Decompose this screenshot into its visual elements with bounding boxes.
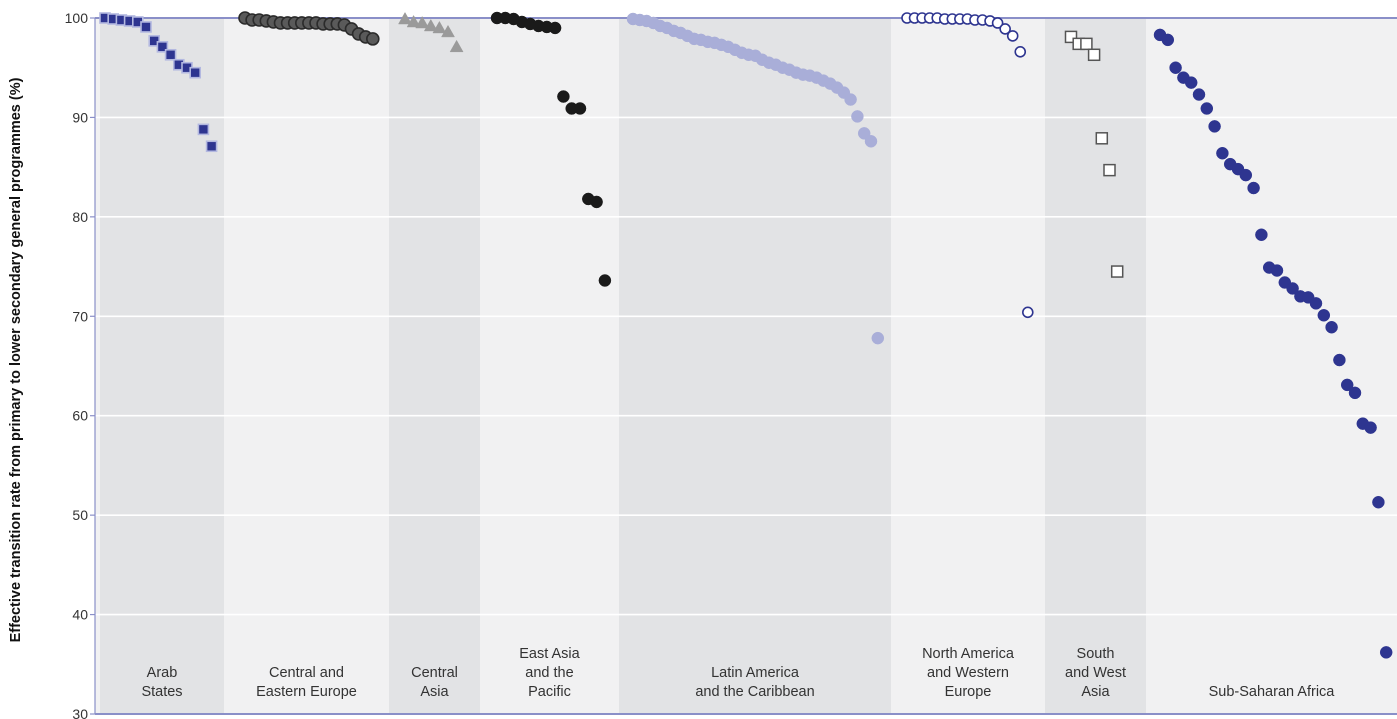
- point: [1006, 30, 1019, 42]
- point: [1200, 102, 1214, 115]
- y-tick-label: 100: [65, 10, 89, 26]
- point: [1110, 265, 1124, 278]
- region-label-central-asia: Central Asia: [411, 665, 458, 700]
- point: [1239, 168, 1253, 182]
- point: [1325, 320, 1338, 334]
- region-label-sub-saharan-africa: Sub-Saharan Africa: [1209, 684, 1336, 700]
- point: [148, 35, 160, 47]
- y-axis-label: Effective transition rate from primary t…: [8, 77, 24, 642]
- y-tick-label: 50: [72, 507, 88, 523]
- region-label-south-and-west-asia: South and West Asia: [1065, 646, 1126, 700]
- point: [557, 90, 570, 103]
- point: [1309, 297, 1323, 310]
- y-tick-label: 60: [72, 408, 88, 424]
- point: [1192, 88, 1206, 101]
- point: [1340, 378, 1354, 392]
- y-tick-label: 80: [72, 209, 88, 225]
- region-label-north-america-and-western-europe: North America and Western Europe: [922, 646, 1015, 700]
- point: [1286, 282, 1299, 295]
- region-label-latin-america-and-the-caribbean: Latin America and the Caribbean: [695, 665, 814, 700]
- point: [1208, 120, 1221, 133]
- region-label-arab-states: Arab States: [141, 665, 182, 700]
- point: [1372, 495, 1385, 509]
- y-tick-label: 90: [72, 109, 88, 125]
- point: [398, 11, 412, 25]
- point: [423, 18, 438, 32]
- point: [864, 135, 878, 148]
- y-tick-label: 30: [72, 706, 88, 719]
- point: [1247, 181, 1260, 195]
- y-tick-labels: 30 40 50 60 70 80 90 100: [65, 10, 89, 719]
- point: [1333, 353, 1346, 367]
- band-east-asia-and-the-pacific: [480, 18, 619, 714]
- point: [548, 21, 562, 35]
- point: [1169, 61, 1182, 74]
- region-label-central-and-eastern-europe: Central and Eastern Europe: [256, 665, 357, 700]
- point: [871, 331, 885, 345]
- band-sub-saharan-africa: [1146, 18, 1397, 714]
- band-central-asia: [389, 18, 480, 714]
- point: [156, 41, 169, 53]
- y-tick-label: 40: [72, 607, 88, 623]
- point: [1014, 46, 1027, 58]
- point: [189, 66, 201, 79]
- point: [1270, 264, 1284, 277]
- point: [1095, 132, 1109, 145]
- point: [406, 14, 421, 28]
- point: [1022, 306, 1034, 319]
- point: [991, 17, 1004, 29]
- region-label-east-asia-and-the-pacific: East Asia and the Pacific: [519, 646, 580, 700]
- region-bands: [95, 18, 1397, 714]
- point: [1103, 163, 1116, 177]
- point: [1255, 228, 1268, 242]
- data-points: [99, 11, 1393, 659]
- band-north-america-and-western-europe: [891, 18, 1045, 714]
- point: [1161, 33, 1175, 47]
- band-latin-america-and-the-caribbean: [619, 18, 891, 714]
- y-tick-label: 70: [72, 308, 88, 324]
- point: [999, 23, 1011, 35]
- point: [573, 102, 587, 115]
- point: [598, 274, 612, 287]
- point: [164, 48, 177, 61]
- point: [1184, 76, 1198, 89]
- point: [140, 21, 152, 33]
- point: [1379, 646, 1393, 659]
- point: [197, 123, 210, 136]
- point: [415, 15, 430, 29]
- point: [205, 140, 218, 153]
- point: [1064, 30, 1078, 44]
- point: [844, 93, 857, 106]
- band-south-and-west-asia: [1045, 18, 1146, 714]
- point: [1080, 37, 1093, 51]
- point: [1348, 386, 1362, 400]
- band-arab-states: [100, 18, 224, 714]
- point: [1216, 146, 1229, 160]
- point: [449, 39, 464, 53]
- point: [1364, 421, 1377, 434]
- region-labels: Arab States Central and Eastern Europe Centr…: [141, 646, 1335, 700]
- point: [432, 20, 447, 34]
- band-central-and-eastern-europe: [224, 18, 389, 714]
- point: [851, 110, 864, 123]
- point: [441, 24, 455, 38]
- point: [1087, 48, 1101, 62]
- band-margin: [95, 18, 100, 714]
- point: [365, 32, 380, 46]
- point: [1317, 309, 1331, 322]
- point: [590, 195, 603, 209]
